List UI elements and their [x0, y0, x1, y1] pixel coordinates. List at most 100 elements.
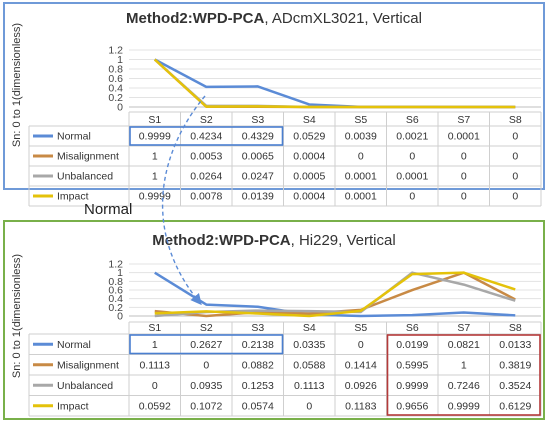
- data-label: 0.0529: [293, 131, 325, 143]
- data-label: 0.0574: [242, 400, 274, 412]
- data-label: 0.1113: [139, 359, 170, 371]
- data-label: 0.1113: [294, 380, 325, 392]
- series-line-misalignment: [153, 58, 516, 109]
- data-label: 0.1183: [345, 400, 376, 412]
- data-label: 0.1072: [190, 400, 222, 412]
- x-tick-label: S6: [406, 322, 419, 334]
- normal-annotation-label: Normal: [84, 201, 133, 218]
- series-line-unbalanced: [154, 271, 516, 318]
- data-label: 0.0001: [396, 171, 428, 183]
- x-tick-label: S1: [148, 114, 161, 126]
- data-label: 0.0001: [448, 131, 480, 143]
- data-label: 0: [512, 171, 518, 183]
- data-label: 0.3819: [499, 359, 531, 371]
- data-label: 0.9656: [396, 400, 428, 412]
- data-label: 0: [461, 171, 467, 183]
- data-label: 0.0065: [242, 151, 274, 163]
- series-line-normal: [154, 58, 516, 109]
- data-label: 0.9999: [448, 400, 480, 412]
- x-tick-label: S5: [354, 114, 367, 126]
- series-line-unbalanced: [153, 58, 516, 109]
- highlight-box-normal: [129, 126, 284, 146]
- data-label: 0.9999: [139, 131, 171, 143]
- data-label: 0.0935: [190, 380, 222, 392]
- y-tick-label: 1: [117, 267, 123, 279]
- y-tick-label: 0: [117, 311, 123, 323]
- series-line-normal: [154, 271, 516, 318]
- data-label: 1: [152, 171, 158, 183]
- data-label: 0.0247: [242, 171, 274, 183]
- data-label: 0.6129: [499, 400, 531, 412]
- y-tick-label: 0.2: [108, 92, 123, 104]
- x-tick-label: S7: [457, 114, 470, 126]
- legend-label-misalignment: Misalignment: [57, 151, 119, 163]
- chart-panel-hi229: Method2:WPD-PCA, Hi229, Vertical Sn: 0 t…: [3, 220, 545, 420]
- chart-title-method: Method2:WPD-PCA: [126, 10, 265, 27]
- data-label: 0.0821: [448, 339, 480, 351]
- data-label: 0: [409, 151, 415, 163]
- y-tick-label: 0.6: [108, 73, 123, 85]
- x-tick-label: S1: [148, 322, 161, 334]
- data-label: 0: [358, 151, 364, 163]
- data-label: 0.1414: [345, 359, 377, 371]
- x-tick-label: S5: [354, 322, 367, 334]
- data-label: 0.0005: [293, 171, 325, 183]
- legend-label-impact: Impact: [57, 191, 89, 203]
- x-tick-label: S8: [509, 114, 522, 126]
- data-label: 0.1253: [242, 380, 274, 392]
- data-label: 0.0021: [396, 131, 428, 143]
- chart-panel-adcmxl3021: Method2:WPD-PCA, ADcmXL3021, Vertical Sn…: [3, 2, 545, 207]
- data-label: 0.0926: [345, 380, 377, 392]
- data-label: 0: [461, 151, 467, 163]
- x-tick-label: S8: [509, 322, 522, 334]
- data-label: 0.2627: [190, 339, 222, 351]
- legend-label-normal: Normal: [57, 339, 91, 351]
- data-label: 0.0264: [190, 171, 222, 183]
- data-label: 0: [306, 400, 312, 412]
- data-label: 0.4329: [242, 131, 274, 143]
- y-tick-label: 0.2: [108, 302, 123, 314]
- y-tick-label: 0.8: [108, 64, 123, 76]
- y-tick-label: 0.6: [108, 285, 123, 297]
- legend-label-unbalanced: Unbalanced: [57, 171, 113, 183]
- data-label: 0.0001: [345, 191, 377, 203]
- data-label: 0: [409, 191, 415, 203]
- data-label: 0: [461, 191, 467, 203]
- data-label: 0.0133: [499, 339, 531, 351]
- legend-label-normal: Normal: [57, 131, 91, 143]
- data-label: 0.0139: [242, 191, 274, 203]
- data-label: 1: [152, 339, 158, 351]
- x-tick-label: S2: [200, 322, 213, 334]
- data-label: 0.7246: [448, 380, 480, 392]
- legend-label-unbalanced: Unbalanced: [57, 380, 113, 392]
- data-label: 0.3524: [499, 380, 531, 392]
- x-tick-label: S7: [457, 322, 470, 334]
- data-label: 0: [358, 339, 364, 351]
- y-tick-label: 1.2: [108, 259, 123, 271]
- data-label: 0.9999: [396, 380, 428, 392]
- data-label: 0: [203, 359, 209, 371]
- data-label: 0.4234: [190, 131, 222, 143]
- data-label: 0.0001: [345, 171, 377, 183]
- data-label: 0.0335: [293, 339, 325, 351]
- x-tick-label: S3: [251, 114, 264, 126]
- data-label: 0: [512, 191, 518, 203]
- y-tick-label: 0.4: [108, 293, 123, 305]
- data-label: 0.0004: [293, 191, 325, 203]
- chart-title-detail: , Hi229, Vertical: [290, 232, 396, 249]
- data-label: 1: [152, 151, 158, 163]
- data-label: 0.0039: [345, 131, 377, 143]
- legend-label-impact: Impact: [57, 400, 89, 412]
- x-tick-label: S6: [406, 114, 419, 126]
- legend-label-misalignment: Misalignment: [57, 359, 119, 371]
- data-label: 0: [512, 151, 518, 163]
- data-label: 0.0882: [242, 359, 274, 371]
- x-tick-label: S2: [200, 114, 213, 126]
- y-tick-label: 1.2: [108, 45, 123, 57]
- series-line-impact: [154, 271, 516, 318]
- series-line-misalignment: [154, 271, 516, 318]
- data-label: 0: [152, 380, 158, 392]
- y-tick-label: 1: [117, 54, 123, 66]
